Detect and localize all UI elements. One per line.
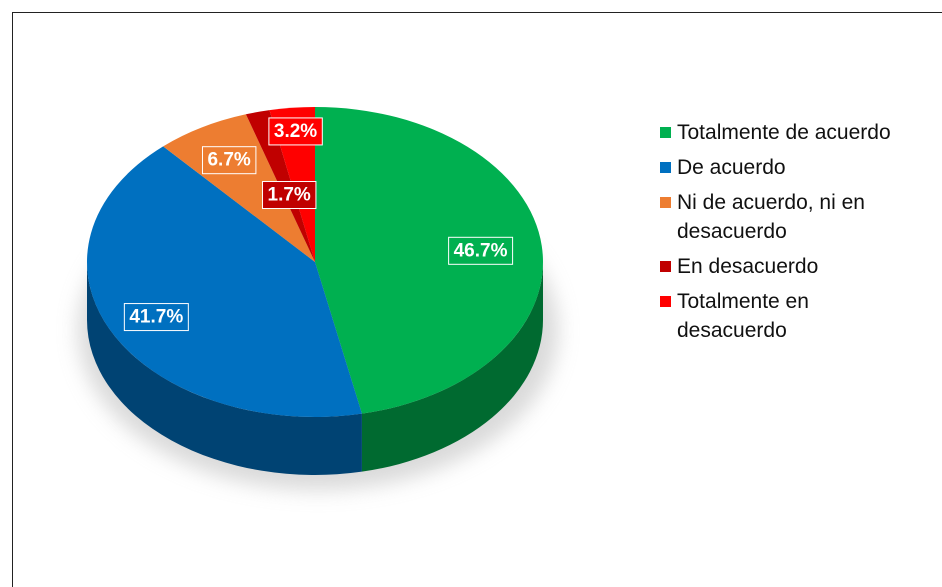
legend-label: Totalmente en desacuerdo bbox=[677, 290, 809, 342]
legend-swatch bbox=[660, 261, 671, 272]
slice-side bbox=[361, 262, 543, 472]
data-label-box bbox=[201, 146, 257, 175]
data-label-text: 1.7% bbox=[268, 185, 311, 206]
legend-swatch bbox=[660, 197, 671, 208]
legend-label: Ni de acuerdo, ni en desacuerdo bbox=[677, 191, 865, 243]
legend-label: En desacuerdo bbox=[677, 255, 819, 278]
data-label-text: 41.7% bbox=[129, 307, 183, 328]
legend-label: De acuerdo bbox=[677, 156, 786, 179]
legend-swatch bbox=[660, 162, 671, 173]
slice bbox=[86, 146, 362, 417]
data-label-text: 3.2% bbox=[274, 121, 317, 142]
chart-frame bbox=[12, 12, 942, 587]
data-label-box bbox=[268, 117, 323, 146]
slice-side bbox=[87, 262, 362, 475]
legend-label: Totalmente de acuerdo bbox=[677, 121, 891, 144]
legend-entry: De acuerdo bbox=[660, 153, 922, 182]
slice bbox=[315, 107, 543, 414]
legend-entry: Totalmente de acuerdo bbox=[660, 118, 922, 147]
data-label-box bbox=[448, 236, 514, 265]
slice bbox=[163, 114, 315, 262]
data-label: 6.7% bbox=[201, 146, 257, 175]
data-label-box bbox=[123, 303, 189, 332]
legend: Totalmente de acuerdo De acuerdo Ni de acu… bbox=[660, 118, 922, 351]
data-label: 3.2% bbox=[268, 117, 323, 146]
legend-entry: Totalmente en desacuerdo bbox=[660, 287, 922, 345]
legend-entry: En desacuerdo bbox=[660, 252, 922, 281]
legend-swatch bbox=[660, 127, 671, 138]
legend-entry: Ni de acuerdo, ni en desacuerdo bbox=[660, 188, 922, 246]
data-label-text: 46.7% bbox=[454, 240, 508, 261]
data-label: 41.7% bbox=[123, 303, 189, 332]
data-label-box bbox=[262, 181, 317, 210]
data-label-text: 6.7% bbox=[207, 150, 250, 171]
legend-swatch bbox=[660, 296, 671, 307]
data-label: 46.7% bbox=[448, 236, 514, 265]
data-label: 1.7% bbox=[262, 181, 317, 210]
